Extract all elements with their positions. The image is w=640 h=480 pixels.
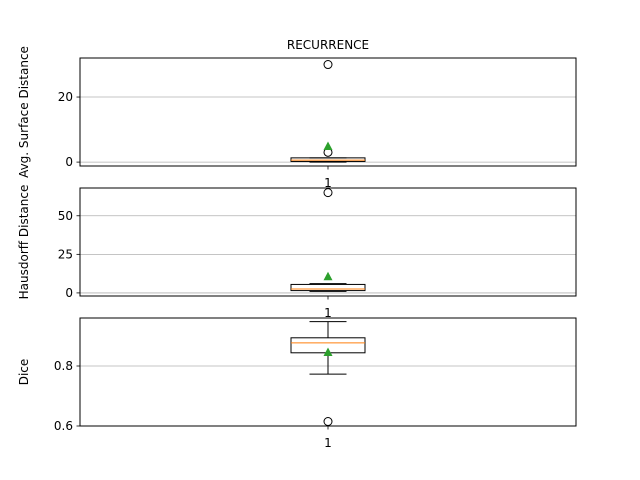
x-tick-label: 1 <box>324 306 332 320</box>
y-axis-label: Avg. Surface Distance <box>17 46 31 178</box>
mean-marker <box>323 141 333 150</box>
y-tick-label: 50 <box>58 209 73 223</box>
y-axis-label: Hausdorff Distance <box>17 185 31 300</box>
y-tick-label: 0.6 <box>54 419 73 433</box>
outlier-point <box>323 60 333 70</box>
outlier-point <box>323 188 333 198</box>
subplot-2: 0 25 50 1 Hausdorff Distance <box>17 185 577 320</box>
y-tick-label: 0 <box>65 286 73 300</box>
mean-marker <box>323 271 333 281</box>
subplot-3: 0.6 0.8 1 Dice <box>17 317 577 450</box>
y-tick-label: 25 <box>58 247 73 261</box>
subplot-1: 0 20 1 Avg. Surface Distance RECURRENCE <box>17 38 577 190</box>
iqr-box <box>290 283 366 292</box>
y-tick-label: 0 <box>65 155 73 169</box>
outlier-point <box>323 417 333 426</box>
x-tick-label: 1 <box>324 436 332 450</box>
chart-title: RECURRENCE <box>287 38 369 52</box>
x-tick-label: 1 <box>324 176 332 190</box>
y-tick-label: 20 <box>58 90 73 104</box>
y-axis-label: Dice <box>17 359 31 386</box>
y-tick-label: 0.8 <box>54 359 73 373</box>
mean-marker <box>323 347 333 356</box>
